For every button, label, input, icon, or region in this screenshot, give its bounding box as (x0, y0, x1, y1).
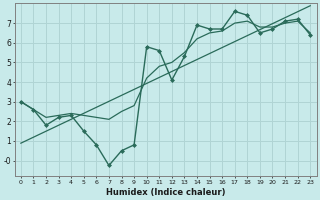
X-axis label: Humidex (Indice chaleur): Humidex (Indice chaleur) (106, 188, 225, 197)
